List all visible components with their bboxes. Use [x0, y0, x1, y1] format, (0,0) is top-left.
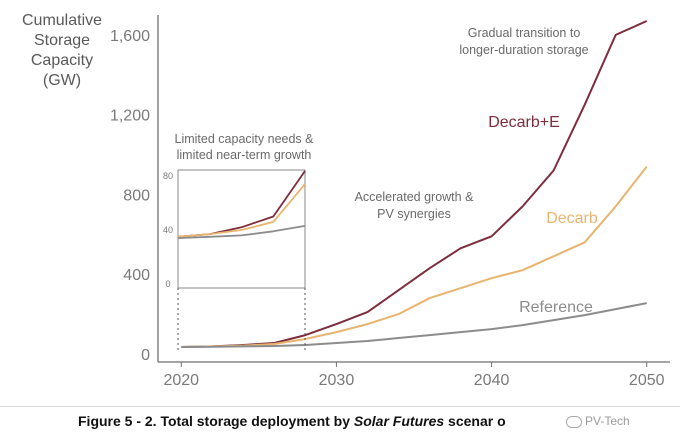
annotation-line: PV synergies — [377, 207, 451, 221]
y-tick-label: 800 — [123, 187, 150, 204]
inset-y-tick-label: 80 — [163, 171, 173, 181]
y-tick-label: 1,600 — [110, 28, 150, 45]
y-axis-title-line: Capacity — [31, 52, 93, 69]
series-label-decarb-e: Decarb+E — [488, 114, 560, 131]
wechat-icon — [566, 415, 582, 428]
y-tick-label: 1,200 — [110, 108, 150, 125]
annotation-line: longer-duration storage — [459, 43, 588, 57]
inset-title-line: Limited capacity needs & — [175, 132, 315, 146]
inset-y-tick-label: 0 — [165, 279, 170, 289]
series-lines — [181, 20, 648, 348]
inset-title-line: limited near-term growth — [177, 148, 312, 162]
inset-line-decarb — [177, 183, 306, 238]
x-tick-label: 2030 — [319, 372, 355, 389]
y-axis-title-line: (GW) — [43, 72, 81, 89]
x-tick-label: 2020 — [163, 372, 199, 389]
series-line-decarb — [181, 165, 648, 348]
y-axis-ticks: 0 400 800 1,200 1,600 — [110, 28, 150, 364]
watermark: PV-Tech — [566, 414, 630, 428]
inset-y-tick-label: 40 — [163, 225, 173, 235]
annotation-line: Accelerated growth & — [355, 190, 474, 204]
y-tick-label: 0 — [141, 347, 150, 364]
figure-caption-bar: Figure 5 - 2. Total storage deployment b… — [0, 406, 680, 438]
annotations: Gradual transition to longer-duration sto… — [355, 26, 589, 221]
axes — [157, 15, 670, 363]
x-tick-label: 2050 — [629, 372, 665, 389]
x-axis-ticks: 2020 2030 2040 2050 — [163, 362, 665, 389]
inset-chart: Limited capacity needs & limited near-ter… — [163, 132, 314, 350]
watermark-text: PV-Tech — [585, 414, 630, 428]
caption-suffix: scenar o — [444, 413, 506, 429]
x-tick-label: 2040 — [474, 372, 510, 389]
y-tick-label: 400 — [123, 267, 150, 284]
series-label-reference: Reference — [519, 299, 593, 316]
inset-line-reference — [177, 225, 306, 239]
caption-prefix: Figure 5 - 2. Total storage deployment b… — [78, 413, 354, 429]
figure-caption: Figure 5 - 2. Total storage deployment b… — [78, 413, 506, 429]
annotation-line: Gradual transition to — [468, 26, 581, 40]
y-axis-title: Cumulative Storage Capacity (GW) — [22, 12, 102, 89]
y-axis-title-line: Cumulative — [22, 12, 102, 29]
series-labels: Decarb+E Decarb Reference — [488, 114, 598, 316]
series-line-reference — [181, 302, 647, 348]
series-label-decarb: Decarb — [546, 210, 598, 227]
caption-emphasis: Solar Futures — [353, 413, 445, 429]
y-axis-title-line: Storage — [34, 32, 90, 49]
